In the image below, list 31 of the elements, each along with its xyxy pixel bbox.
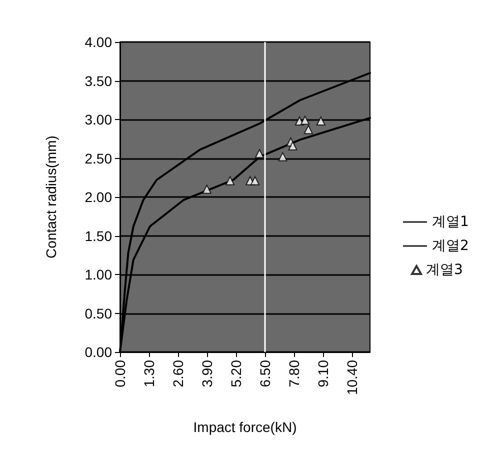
x-tick-label: 2.60 (170, 360, 186, 388)
y-tick-label: 0.50 (84, 305, 112, 322)
x-tick-label: 3.90 (199, 360, 216, 388)
point (250, 176, 260, 186)
legend-label: 계열3 (426, 262, 463, 278)
x-tick-label: 1.30 (141, 360, 158, 388)
point (202, 184, 212, 194)
y-tick-label: 0.00 (84, 344, 112, 360)
y-tick-label: 4.00 (84, 34, 112, 50)
y-tick-label: 1.50 (84, 228, 112, 244)
x-tick-label: 9.10 (315, 360, 332, 388)
point (278, 152, 288, 162)
x-tick-label: 6.50 (257, 360, 274, 388)
legend-label: 계열1 (432, 214, 469, 230)
point (255, 149, 264, 158)
y-tick-label: 3.50 (84, 72, 112, 89)
point (316, 116, 326, 126)
y-axis-title: Contact radius(mm) (43, 136, 59, 258)
x-tick-label: 5.20 (228, 360, 244, 388)
point (300, 116, 310, 125)
point (304, 125, 313, 134)
y-tick-label: 2.00 (84, 189, 112, 205)
x-axis-title: Impact force(kN) (193, 419, 297, 435)
x-tick-label: 10.40 (344, 360, 360, 396)
point (288, 141, 298, 150)
y-tick-label: 2.50 (84, 150, 112, 166)
legend-label: 계열2 (432, 238, 469, 254)
point (226, 176, 235, 186)
y-tick-label: 3.00 (84, 112, 112, 128)
x-tick-label: 7.80 (286, 360, 302, 388)
y-tick-label: 1.00 (84, 266, 112, 282)
